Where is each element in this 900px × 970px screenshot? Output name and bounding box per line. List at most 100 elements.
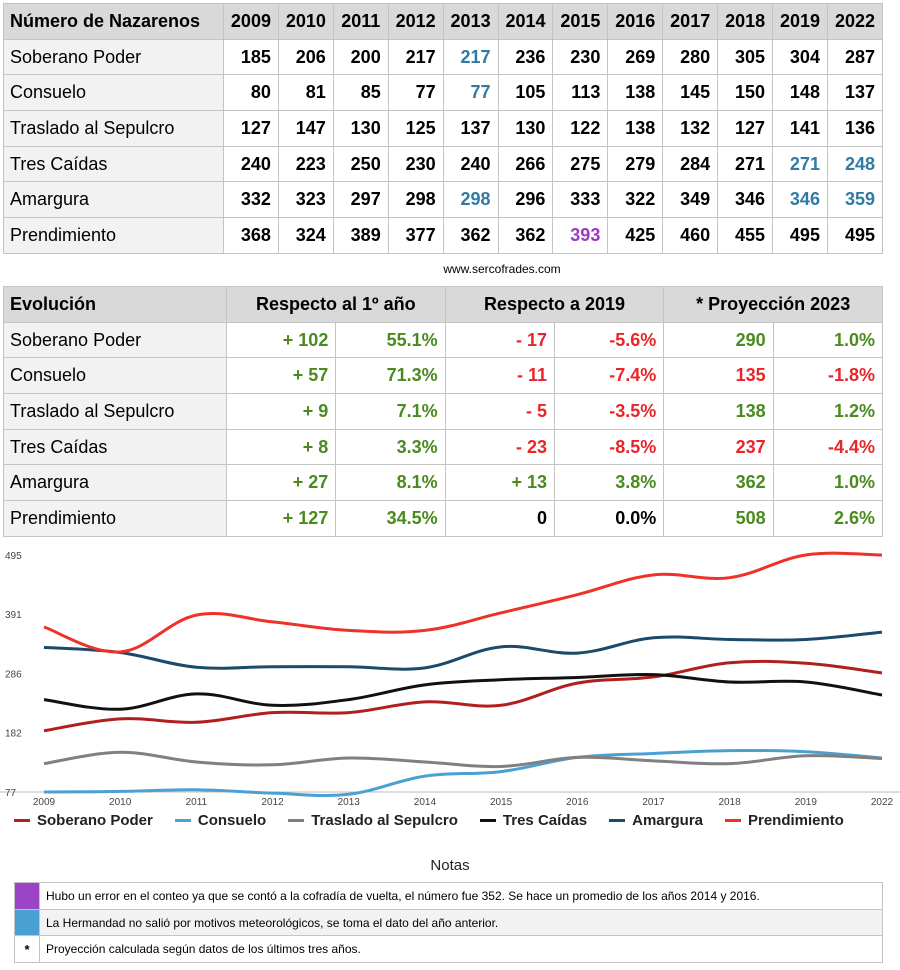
legend-swatch <box>288 819 305 822</box>
series-line <box>43 659 883 733</box>
count-cell: 280 <box>662 38 719 76</box>
count-cell: 127 <box>717 110 774 147</box>
table-row: Traslado al Sepulcro 127 147 130 125 137 130 12… <box>3 110 884 147</box>
note-text: La Hermandad no salió por motivos meteor… <box>39 908 883 937</box>
count-cell: 284 <box>662 145 719 183</box>
legend-swatch <box>14 819 30 822</box>
source-credit: www.sercofrades.com <box>443 262 561 276</box>
note-text: Proyección calculada según datos de los … <box>39 935 883 964</box>
notes-table: Hubo un error en el conteo ya que se con… <box>14 882 883 964</box>
year-header: 2018 <box>717 3 774 40</box>
count-cell: 138 <box>607 74 664 112</box>
count-cell: 132 <box>662 110 719 147</box>
evolution-cell: 3.8% <box>553 464 665 502</box>
cofradia-name: Prendimiento <box>3 500 227 537</box>
x-tick-label: 2016 <box>566 797 589 808</box>
count-cell: 266 <box>497 145 554 183</box>
table-row: Prendimiento + 127 34.5% 0 0.0% 508 2.6% <box>3 500 884 537</box>
count-cell: 323 <box>277 181 334 219</box>
x-tick-label: 2009 <box>33 797 56 808</box>
evolution-cell: 1.0% <box>772 464 884 502</box>
legend-label: Soberano Poder <box>37 812 153 829</box>
evolution-cell: + 127 <box>225 500 337 537</box>
y-tick-label: 495 <box>5 551 22 562</box>
count-cell: 297 <box>332 181 389 219</box>
evolution-cell: -7.4% <box>553 357 665 395</box>
count-cell: 145 <box>662 74 719 112</box>
legend-item: Tres Caídas <box>479 812 587 829</box>
evolution-cell: 2.6% <box>772 500 884 537</box>
evolution-cell: 290 <box>663 321 774 359</box>
evolution-cell: 362 <box>663 464 774 502</box>
count-cell: 362 <box>497 217 554 254</box>
count-cell: 80 <box>223 74 279 112</box>
evolution-cell: + 57 <box>225 357 337 395</box>
x-tick-label: 2011 <box>186 797 208 808</box>
evolution-cell: - 23 <box>444 428 555 466</box>
table-row: Tres Caídas + 8 3.3% - 23 -8.5% 237 -4.4% <box>3 428 884 466</box>
nazarenos-table-header: Número de Nazarenos 2009 2010 2011 2012 2013… <box>3 3 884 40</box>
count-cell: 287 <box>826 38 884 76</box>
evolution-cell: 55.1% <box>335 321 446 359</box>
x-tick-label: 2013 <box>338 797 361 808</box>
count-cell: 136 <box>826 110 884 147</box>
count-cell: 230 <box>552 38 609 76</box>
year-header: 2011 <box>332 3 389 40</box>
evolution-cell: -4.4% <box>772 428 884 466</box>
nazarenos-header-title: Número de Nazarenos <box>3 3 224 40</box>
nazarenos-line-chart: 77 182 286 391 495 2009 2010 2011 2012 2013 2014 20… <box>0 551 900 808</box>
table-row: Amargura + 27 8.1% + 13 3.8% 362 1.0% <box>3 464 884 502</box>
count-cell: 362 <box>442 217 499 254</box>
count-cell: 333 <box>552 181 609 219</box>
evolution-cell: - 17 <box>444 321 555 359</box>
evolution-cell: 34.5% <box>335 500 446 537</box>
evolution-cell: 237 <box>663 428 774 466</box>
evolution-cell: + 9 <box>225 393 337 430</box>
evolution-cell: 71.3% <box>335 357 446 395</box>
evolution-cell: -1.8% <box>772 357 884 395</box>
count-cell: 271 <box>717 145 774 183</box>
count-cell: 250 <box>332 145 389 183</box>
table-row: Tres Caídas 240 223 250 230 240 266 275 279 284 27… <box>3 145 884 183</box>
count-cell: 322 <box>607 181 664 219</box>
evolution-cell: - 11 <box>444 357 555 395</box>
legend-label: Traslado al Sepulcro <box>311 812 458 829</box>
x-tick-label: 2019 <box>795 797 818 808</box>
count-cell: 77 <box>387 74 444 112</box>
count-cell: 147 <box>277 110 334 147</box>
nazarenos-table: Número de Nazarenos 2009 2010 2011 2012 2013… <box>3 3 884 254</box>
note-swatch <box>14 882 40 910</box>
legend-item: Traslado al Sepulcro <box>288 812 458 829</box>
evolution-cell: 135 <box>663 357 774 395</box>
count-cell: 324 <box>277 217 334 254</box>
x-tick-label: 2014 <box>414 797 437 808</box>
note-row: * Proyección calculada según datos de los… <box>14 935 883 964</box>
note-row: La Hermandad no salió por motivos meteor… <box>14 908 883 937</box>
count-cell: 279 <box>607 145 664 183</box>
table-row: Consuelo + 57 71.3% - 11 -7.4% 135 -1.8% <box>3 357 884 395</box>
count-cell: 122 <box>552 110 609 147</box>
count-cell: 130 <box>497 110 554 147</box>
cofradia-name: Tres Caídas <box>3 428 227 466</box>
evolution-header: Evolución <box>3 286 227 323</box>
series-line <box>43 551 883 654</box>
count-cell: 349 <box>662 181 719 219</box>
legend-swatch <box>609 819 626 822</box>
count-cell: 460 <box>662 217 719 254</box>
evolution-cell: 0 <box>444 500 555 537</box>
evolution-cell: 8.1% <box>335 464 446 502</box>
year-header: 2010 <box>277 3 334 40</box>
count-cell: 125 <box>387 110 444 147</box>
count-cell: 271 <box>772 145 828 183</box>
count-cell: 389 <box>332 217 389 254</box>
evolution-table: Evolución Respecto al 1º año Respecto a 20… <box>3 286 884 537</box>
count-cell: 148 <box>772 74 828 112</box>
evolution-cell: 1.2% <box>772 393 884 430</box>
cofradia-name: Consuelo <box>3 357 227 395</box>
count-cell: 223 <box>277 145 334 183</box>
count-cell: 332 <box>223 181 279 219</box>
year-header: 2014 <box>497 3 554 40</box>
cofradia-name: Prendimiento <box>3 217 224 254</box>
year-header: 2013 <box>442 3 499 40</box>
evolution-cell: 508 <box>663 500 774 537</box>
